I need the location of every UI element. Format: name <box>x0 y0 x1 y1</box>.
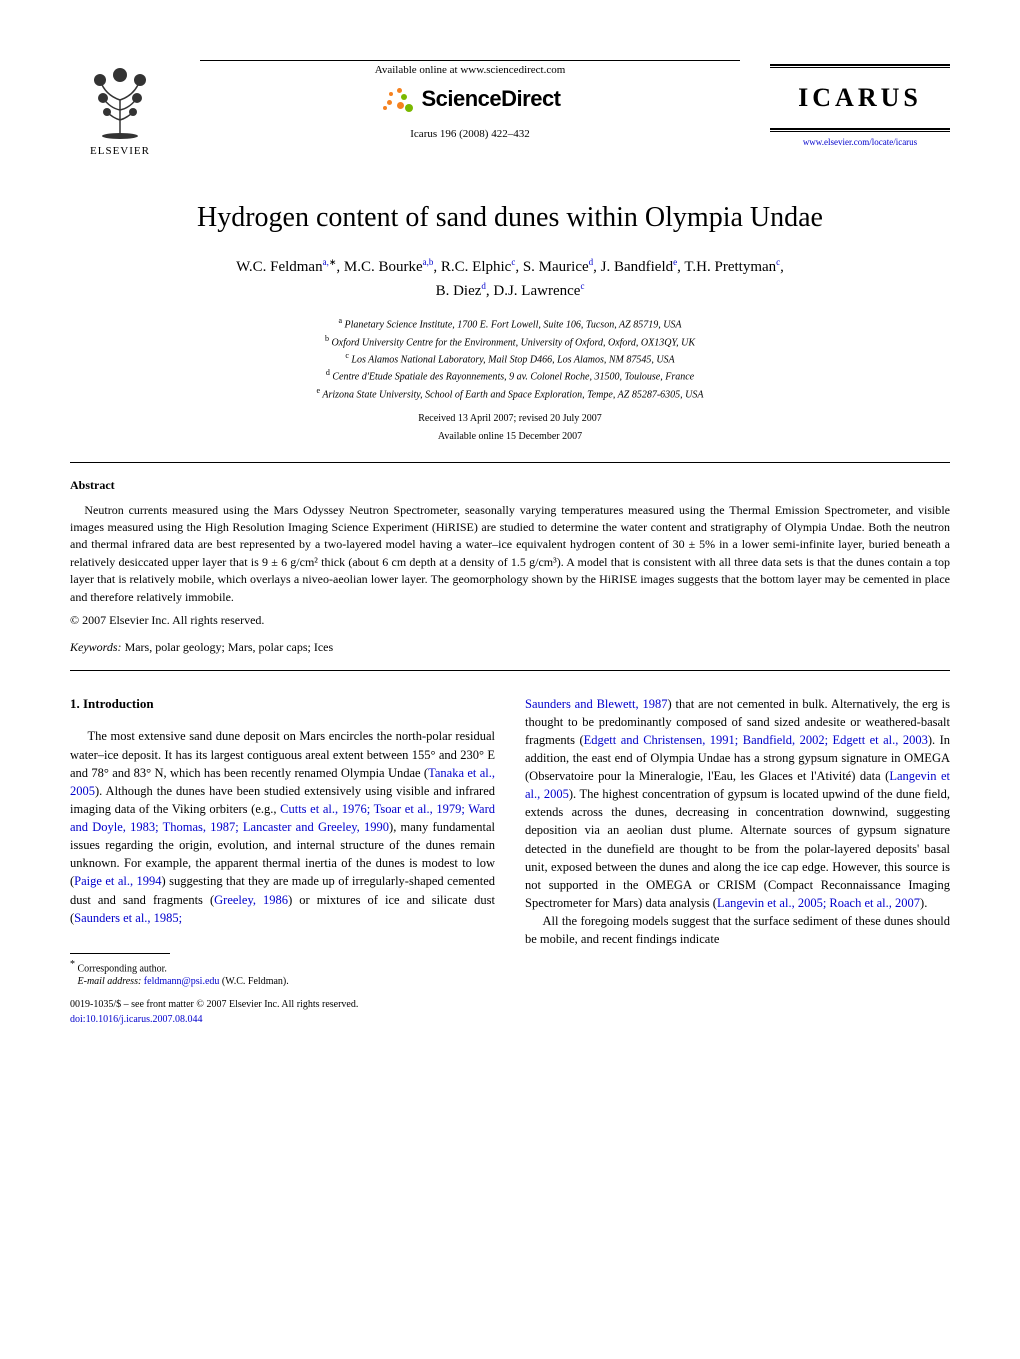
corresponding-author-footnote: * Corresponding author. <box>70 958 495 975</box>
column-left: 1. Introduction The most extensive sand … <box>70 695 495 1026</box>
author-sep: , T.H. Prettyman <box>677 259 776 275</box>
footnote-rule <box>70 953 170 954</box>
author-1-affil: a,∗ <box>323 257 337 267</box>
abstract-body: Neutron currents measured using the Mars… <box>70 502 950 606</box>
elsevier-label: ELSEVIER <box>90 144 150 159</box>
authors-block: W.C. Feldmana,∗, M.C. Bourkea,b, R.C. El… <box>70 255 950 303</box>
sciencedirect-dots-icon <box>379 86 415 114</box>
author-sep: , M.C. Bourke <box>336 259 422 275</box>
abstract-rule-bottom <box>70 670 950 671</box>
doi-link[interactable]: doi:10.1016/j.icarus.2007.08.044 <box>70 1014 203 1025</box>
email-link[interactable]: feldmann@psi.edu <box>144 976 220 987</box>
frontmatter-line: 0019-1035/$ – see front matter © 2007 El… <box>70 998 495 1013</box>
available-online-date: Available online 15 December 2007 <box>70 430 950 444</box>
section-1-heading: 1. Introduction <box>70 695 495 714</box>
author-sep: , <box>780 259 784 275</box>
affiliation-c: Los Alamos National Laboratory, Mail Sto… <box>351 354 674 365</box>
available-online-text: Available online at www.sciencedirect.co… <box>200 63 740 78</box>
affiliation-d: Centre d'Etude Spatiale des Rayonnements… <box>332 372 694 383</box>
copyright-line: © 2007 Elsevier Inc. All rights reserved… <box>70 612 950 629</box>
footnote-block: * Corresponding author. E-mail address: … <box>70 953 495 1026</box>
header-center: Available online at www.sciencedirect.co… <box>170 60 770 143</box>
journal-reference: Icarus 196 (2008) 422–432 <box>200 127 740 142</box>
abstract-heading: Abstract <box>70 477 950 494</box>
two-column-body: 1. Introduction The most extensive sand … <box>70 695 950 1026</box>
abstract-rule-top <box>70 462 950 463</box>
affiliation-a: Planetary Science Institute, 1700 E. For… <box>345 320 682 331</box>
citation-link[interactable]: Greeley, 1986 <box>214 893 288 907</box>
top-rule <box>200 60 740 61</box>
article-title: Hydrogen content of sand dunes within Ol… <box>70 198 950 237</box>
author-sep: , S. Maurice <box>515 259 588 275</box>
double-rule-top <box>770 64 950 68</box>
elsevier-logo: ELSEVIER <box>70 60 170 170</box>
author-8-affil: c <box>580 281 584 291</box>
email-footnote: E-mail address: feldmann@psi.edu (W.C. F… <box>70 975 495 988</box>
column-right: Saunders and Blewett, 1987) that are not… <box>525 695 950 1026</box>
author-sep: , R.C. Elphic <box>433 259 511 275</box>
citation-link[interactable]: Paige et al., 1994 <box>74 874 161 888</box>
affiliation-b: Oxford University Centre for the Environ… <box>331 337 695 348</box>
affiliation-e: Arizona State University, School of Eart… <box>322 389 703 400</box>
journal-url-link[interactable]: www.elsevier.com/locate/icarus <box>803 136 917 149</box>
author-sep: , D.J. Lawrence <box>486 283 581 299</box>
author-7: B. Diez <box>436 283 482 299</box>
received-date: Received 13 April 2007; revised 20 July … <box>70 412 950 426</box>
icarus-logo: ICARUS <box>798 80 922 116</box>
intro-paragraph-1-cont: Saunders and Blewett, 1987) that are not… <box>525 695 950 913</box>
header-row: ELSEVIER Available online at www.science… <box>70 60 950 170</box>
keywords-text: Mars, polar geology; Mars, polar caps; I… <box>122 640 334 654</box>
intro-paragraph-2: All the foregoing models suggest that th… <box>525 912 950 948</box>
citation-link[interactable]: Langevin et al., 2005; Roach et al., 200… <box>717 896 920 910</box>
citation-link[interactable]: Saunders and Blewett, 1987 <box>525 697 667 711</box>
author-1: W.C. Feldman <box>236 259 323 275</box>
elsevier-tree-icon <box>85 60 155 140</box>
keywords-label: Keywords: <box>70 640 122 654</box>
author-sep: , J. Bandfield <box>593 259 673 275</box>
header-right: ICARUS www.elsevier.com/locate/icarus <box>770 60 950 149</box>
author-2-affil: a,b <box>423 257 434 267</box>
citation-link[interactable]: Saunders et al., 1985; <box>74 911 182 925</box>
intro-paragraph-1: The most extensive sand dune deposit on … <box>70 727 495 926</box>
double-rule-bottom <box>770 128 950 132</box>
citation-link[interactable]: Edgett and Christensen, 1991; Bandfield,… <box>584 733 928 747</box>
affiliations-block: a Planetary Science Institute, 1700 E. F… <box>70 315 950 402</box>
doi-line: doi:10.1016/j.icarus.2007.08.044 <box>70 1013 495 1026</box>
keywords-line: Keywords: Mars, polar geology; Mars, pol… <box>70 639 950 656</box>
sciencedirect-logo: ScienceDirect <box>379 84 560 115</box>
sciencedirect-text: ScienceDirect <box>421 84 560 115</box>
